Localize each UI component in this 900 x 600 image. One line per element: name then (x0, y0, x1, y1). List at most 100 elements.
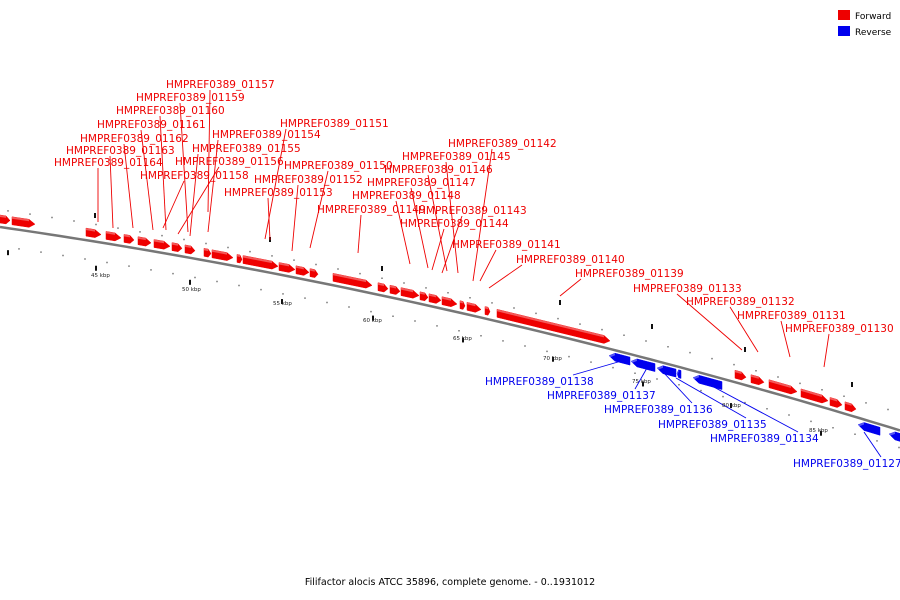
reverse-leader-line (634, 367, 648, 390)
map-caption: Filifactor alocis ATCC 35896, complete g… (304, 577, 596, 588)
reverse-gene-arrow (656, 365, 677, 378)
forward-gene-arrow (242, 255, 279, 270)
reverse-leader-line (663, 372, 693, 404)
forward-leader-line (427, 174, 448, 272)
forward-gene-arrow (211, 249, 234, 261)
forward-leader-line (162, 180, 185, 229)
forward-gene-label: HMPREF0389_01147 (367, 177, 476, 189)
gene-arrow-highlight (830, 397, 838, 402)
forward-gene-arrow (0, 214, 11, 225)
major-tick (552, 356, 554, 362)
forward-gene-label: HMPREF0389_01149 (317, 204, 426, 216)
gene-arrow-highlight (677, 369, 679, 376)
major-tick (7, 250, 9, 256)
forward-gene-arrow (400, 287, 420, 299)
legend: Forward Reverse (838, 10, 892, 38)
gene-arrow-highlight (296, 265, 304, 270)
scale-label: 75 kbp (632, 379, 651, 385)
forward-gene-label: HMPREF0389_01132 (686, 296, 795, 308)
forward-gene-label: HMPREF0389_01154 (212, 129, 321, 141)
gene-arrow-highlight (769, 379, 791, 388)
forward-gene-arrow (466, 301, 482, 313)
gene-arrow-highlight (390, 285, 396, 289)
forward-leader-line (488, 264, 523, 289)
forward-gene-arrow (123, 234, 135, 244)
major-tick (851, 382, 853, 387)
forward-gene-label: HMPREF0389_01152 (254, 174, 363, 186)
forward-gene-label: HMPREF0389_01148 (352, 190, 461, 202)
gene-arrow-highlight (86, 228, 95, 232)
reverse-leader-line (709, 384, 799, 433)
forward-gene-label: HMPREF0389_01163 (66, 145, 175, 157)
gene-arrow-highlight (172, 242, 178, 246)
forward-leader-line (395, 200, 411, 265)
reverse-gene-label: HMPREF0389_01137 (547, 390, 656, 402)
forward-gene-label: HMPREF0389_01153 (224, 187, 333, 199)
forward-leader-line (123, 143, 134, 229)
forward-leader-line (264, 128, 287, 240)
forward-gene-arrow (441, 296, 458, 307)
forward-leader-line (179, 102, 189, 233)
forward-gene-arrow (829, 397, 843, 408)
forward-leader-line (729, 306, 759, 353)
major-tick (189, 279, 191, 285)
forward-gene-arrow (459, 300, 466, 310)
forward-gene-arrow (389, 284, 401, 295)
gene-arrow-highlight (333, 273, 366, 283)
scale-label: 50 kbp (182, 287, 201, 293)
gene-arrow-highlight (237, 254, 240, 257)
gene-arrow-highlight (751, 374, 759, 379)
forward-gene-arrow (377, 282, 389, 293)
major-tick (95, 265, 97, 271)
major-tick (559, 300, 561, 305)
major-tick (820, 430, 822, 436)
gene-arrow-highlight (243, 255, 272, 264)
forward-leader-line (207, 89, 211, 213)
forward-gene-label: HMPREF0389_01143 (418, 205, 527, 217)
forward-leader-line (431, 228, 445, 271)
forward-leader-line (410, 187, 429, 269)
gene-arrow-highlight (693, 375, 699, 380)
forward-gene-label: HMPREF0389_01131 (737, 310, 846, 322)
scale-labels: 45 kbp 50 kbp 55 kbp 60 kbp 65 kbp 70 kbp 75 k… (91, 273, 828, 434)
forward-gene-label: HMPREF0389_01144 (400, 218, 509, 230)
gene-arrow-highlight (858, 422, 864, 427)
forward-gene-arrow (295, 265, 310, 276)
forward-gene-label: HMPREF0389_01161 (97, 119, 206, 131)
forward-gene-label: HMPREF0389_01160 (116, 105, 225, 117)
gene-arrow-highlight (420, 291, 425, 295)
major-tick (651, 324, 653, 329)
major-tick (94, 213, 96, 218)
forward-leader-line (676, 293, 743, 351)
reverse-gene-label: HMPREF0389_01127 (793, 458, 900, 470)
reverse-legend-label: Reverse (855, 28, 892, 38)
major-tick (642, 381, 644, 387)
gene-arrow-highlight (154, 239, 164, 244)
forward-leader-line (780, 320, 791, 358)
reverse-gene-label: HMPREF0389_01138 (485, 376, 594, 388)
forward-leader-line (207, 139, 219, 233)
gene-arrow-highlight (485, 306, 488, 310)
scale-label: 80 kbp (722, 403, 741, 409)
major-tick (281, 299, 283, 305)
scale-label: 60 kbp (363, 318, 382, 324)
scale-label: 70 kbp (543, 356, 562, 362)
forward-gene-arrow (419, 291, 429, 302)
reverse-gene-arrow (888, 431, 900, 442)
forward-gene-label: HMPREF0389_01156 (175, 156, 284, 168)
gene-arrow-highlight (429, 293, 437, 298)
forward-gene-label: HMPREF0389_01140 (516, 254, 625, 266)
forward-leader-line (177, 166, 220, 235)
forward-gene-arrow (184, 244, 196, 255)
gene-arrow-highlight (401, 287, 413, 293)
forward-gene-arrow (800, 388, 829, 404)
gene-arrow-highlight (279, 262, 289, 267)
gene-arrow-highlight (460, 300, 463, 304)
forward-gene-arrow (428, 293, 442, 304)
gene-arrow-highlight (106, 231, 115, 235)
forward-gene-label: HMPREF0389_01133 (633, 283, 742, 295)
major-tick (372, 315, 374, 321)
reverse-gene-arrow (692, 375, 723, 390)
genome-backbone (0, 225, 900, 432)
